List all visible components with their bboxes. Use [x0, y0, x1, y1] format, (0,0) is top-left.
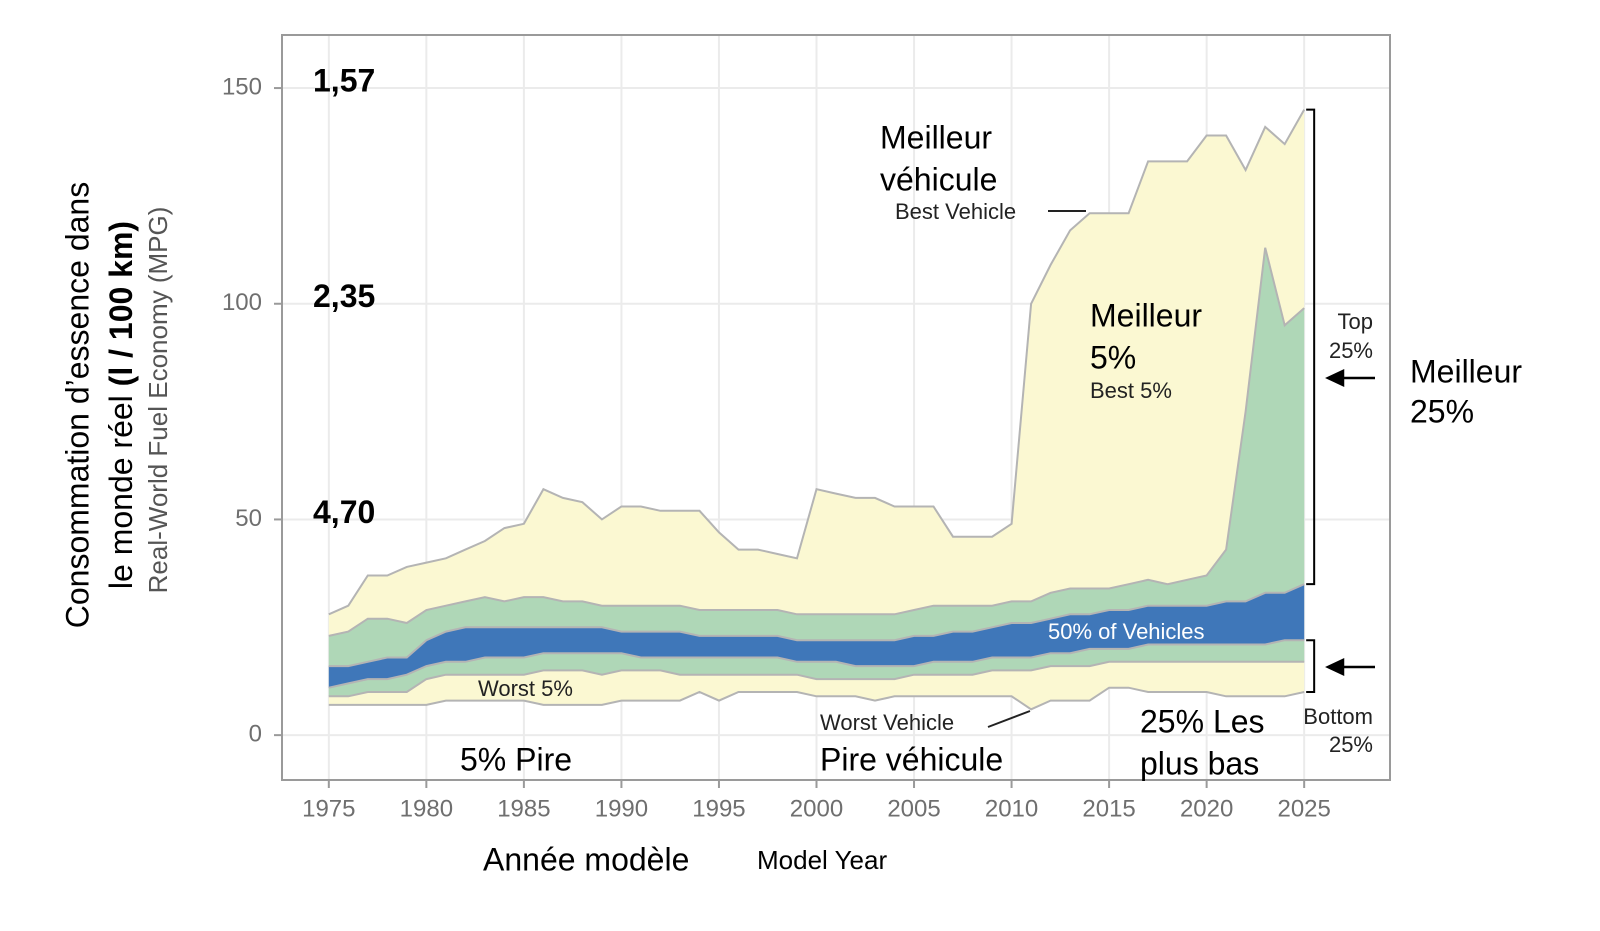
y-label-fr-2b: (l / 100 km): [103, 221, 139, 386]
annotation: Pire véhicule: [820, 741, 1003, 777]
annotation: 50% of Vehicles: [1048, 619, 1205, 644]
band: [328, 109, 1305, 636]
ticks: 0 50 100 150 4,70 2,35 1,57 1975 1980 1985 1990 199…: [222, 63, 1331, 823]
x-tick-label: 1975: [302, 795, 355, 822]
annotation: Worst 5%: [478, 676, 573, 701]
x-tick-label: 2025: [1277, 795, 1330, 822]
annotation: 25%: [1329, 338, 1373, 363]
bands: [328, 109, 1305, 710]
annotation: Top: [1338, 309, 1373, 334]
annotation: véhicule: [880, 161, 997, 197]
bracket: [1306, 639, 1316, 693]
annotation: 25% Les: [1140, 703, 1265, 739]
x-tick-label: 1990: [595, 795, 648, 822]
y-label: Real-World Fuel Economy (MPG): [143, 207, 173, 594]
annotation: Best Vehicle: [895, 199, 1016, 224]
annotation: 25%: [1329, 732, 1373, 757]
brackets: [1306, 108, 1316, 693]
x-tick-label: 2005: [887, 795, 940, 822]
boundary-line: [328, 660, 1305, 698]
arrow-head: [1325, 658, 1345, 676]
x-tick-label: 1985: [497, 795, 550, 822]
arrow-head: [1325, 369, 1345, 387]
band: [328, 584, 1305, 688]
lines: [328, 109, 1306, 711]
y-tick-label: 100: [222, 289, 262, 316]
annotation: plus bas: [1140, 745, 1259, 781]
boundary-line: [328, 686, 1305, 711]
x-tick-label: 2015: [1082, 795, 1135, 822]
boundary-line: [328, 639, 1305, 689]
x-tick-label: 1995: [692, 795, 745, 822]
band: [328, 661, 1305, 710]
y-tick-label-fr: 2,35: [313, 278, 375, 314]
plot-border: [281, 34, 1391, 781]
y-tick-label-fr: 4,70: [313, 494, 375, 530]
x-tick-label: 2000: [790, 795, 843, 822]
annotation: 5% Pire: [460, 741, 572, 777]
annotation: Meilleur: [1090, 297, 1202, 333]
y-label-fr-1: Consommation d’essence dans: [59, 182, 95, 628]
annotation: 25%: [1410, 393, 1474, 429]
boundary-line: [328, 247, 1305, 637]
annotation: 5%: [1090, 339, 1136, 375]
x-label-fr: Année modèle: [483, 841, 689, 877]
boundary-line: [328, 109, 1306, 616]
annotation: Best 5%: [1090, 378, 1172, 403]
arrows: [1325, 369, 1375, 676]
y-tick-label: 50: [235, 505, 262, 532]
annotation: Meilleur: [880, 119, 992, 155]
x-tick-label: 1980: [400, 795, 453, 822]
y-label-fr-2a: le monde réel: [103, 386, 139, 589]
annotation: Bottom: [1303, 704, 1373, 729]
y-label-fr-2: le monde réel (l / 100 km): [103, 221, 139, 589]
leader: [987, 710, 1031, 728]
x-tick-label: 2010: [985, 795, 1038, 822]
y-tick-label: 150: [222, 73, 262, 100]
x-label: Model Year: [757, 845, 887, 875]
annotation: Meilleur: [1410, 353, 1522, 389]
boundary-line: [328, 583, 1305, 668]
bracket: [1306, 108, 1316, 586]
band: [328, 247, 1305, 667]
annotation: Worst Vehicle: [820, 710, 954, 735]
x-tick-label: 2020: [1180, 795, 1233, 822]
y-tick-label-fr: 1,57: [313, 63, 375, 99]
y-tick-label: 0: [249, 720, 262, 747]
band: [328, 640, 1305, 697]
